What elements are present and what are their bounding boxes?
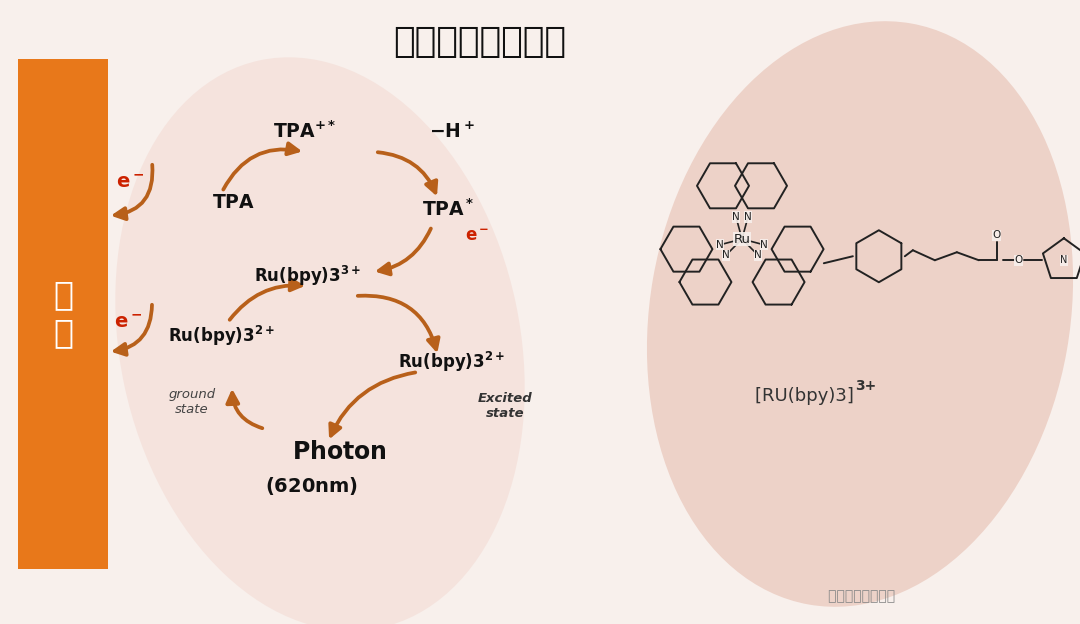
Text: [RU(bpy)3]: [RU(bpy)3] (755, 387, 860, 405)
Text: $\mathbf{Ru(bpy)3^{3+}}$: $\mathbf{Ru(bpy)3^{3+}}$ (255, 264, 362, 288)
Text: O: O (993, 230, 1001, 240)
Bar (18, 59, 108, 569)
Text: $\mathbf{-H^+}$: $\mathbf{-H^+}$ (429, 122, 475, 142)
Text: ground
state: ground state (168, 388, 216, 416)
Text: $\mathbf{e^-}$: $\mathbf{e^-}$ (114, 313, 143, 331)
Text: $\mathbf{Ru(bpy)3^{2+}}$: $\mathbf{Ru(bpy)3^{2+}}$ (168, 324, 275, 348)
Text: N: N (1061, 255, 1067, 265)
Text: $\mathbf{TPA^{+*}}$: $\mathbf{TPA^{+*}}$ (273, 120, 337, 142)
Ellipse shape (647, 21, 1074, 607)
Text: $\mathbf{e^-}$: $\mathbf{e^-}$ (116, 172, 144, 192)
Text: $\mathbf{Ru(bpy)3^{2+}}$: $\mathbf{Ru(bpy)3^{2+}}$ (399, 350, 505, 374)
Text: $\mathbf{(620nm)}$: $\mathbf{(620nm)}$ (266, 475, 359, 497)
Text: $\mathbf{Photon}$: $\mathbf{Photon}$ (292, 440, 387, 464)
Text: N: N (723, 250, 730, 260)
Text: 电化学发光原理：: 电化学发光原理： (393, 25, 567, 59)
Text: $\mathbf{TPA^*}$: $\mathbf{TPA^*}$ (422, 198, 474, 220)
Text: 体外诊断技术支持: 体外诊断技术支持 (815, 589, 895, 603)
Text: N: N (732, 212, 740, 222)
Text: N: N (754, 250, 761, 260)
Text: Excited
state: Excited state (477, 392, 532, 420)
Text: O: O (1015, 255, 1023, 265)
Text: N: N (716, 240, 724, 250)
Text: Ru: Ru (733, 233, 751, 245)
Text: 3+: 3+ (855, 379, 876, 393)
Text: $\mathbf{TPA}$: $\mathbf{TPA}$ (212, 192, 255, 212)
Ellipse shape (116, 57, 525, 624)
Text: N: N (760, 240, 768, 250)
Text: N: N (744, 212, 752, 222)
Text: 电
极: 电 极 (53, 278, 73, 349)
Text: $\mathbf{e^-}$: $\mathbf{e^-}$ (465, 227, 489, 245)
